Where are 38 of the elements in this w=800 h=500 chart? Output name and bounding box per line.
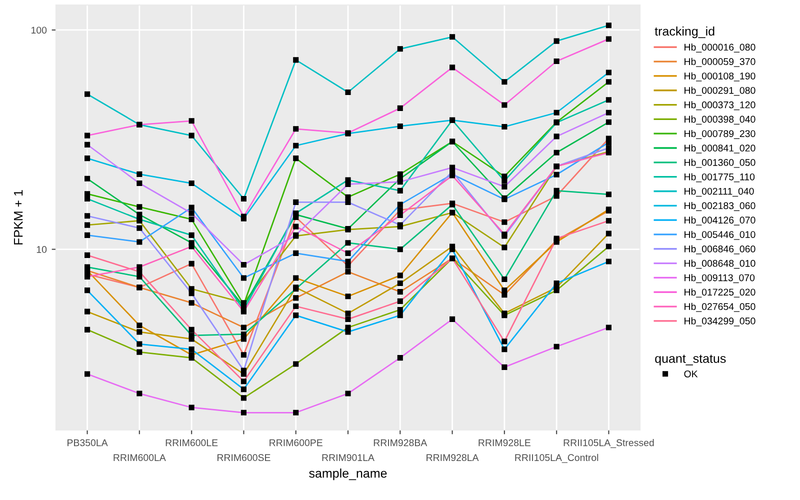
text: OK [684, 370, 698, 378]
legend-label: Hb_005446_010 [684, 230, 756, 240]
legend-label: Hb_017225_020 [684, 288, 756, 298]
x-tick-label: RRIM928LE [478, 439, 530, 446]
legend-label: Hb_000373_120 [684, 101, 756, 110]
legend-label: Hb_001775_110 [684, 173, 755, 182]
text: quant_status [655, 354, 726, 366]
x-tick-label: RRIM600LE [166, 439, 218, 446]
legend-label: Hb_000291_080 [684, 86, 756, 96]
x-tick-label: RRIM600SE [217, 454, 270, 462]
x-tick-label: RRII105LA_Stressed [564, 439, 654, 448]
legend-label: Hb_008648_010 [684, 260, 756, 269]
x-axis-title: sample_name [309, 468, 387, 480]
x-tick-label: RRIM600PE [270, 439, 322, 446]
x-tick-label: RRIM600LA [114, 454, 166, 462]
legend-label: Hb_001360_050 [684, 158, 756, 168]
legend-label: Hb_006846_060 [684, 245, 756, 254]
legend-label: Hb_000059_370 [684, 58, 756, 67]
x-tick-label: RRII105LA_Control [515, 454, 598, 463]
legend-label: Hb_000841_020 [684, 144, 756, 154]
x-tick-label: PB350LA [68, 439, 108, 446]
y-tick-label: 10 [36, 246, 47, 253]
legend-title: tracking_id [654, 26, 714, 38]
legend-label: Hb_027654_050 [684, 302, 756, 312]
y-tick-label: 100 [31, 26, 47, 34]
legend-label: Hb_000398_040 [684, 116, 756, 125]
legend-label: Hb_034299_050 [684, 317, 756, 326]
x-tick-label: RRIM928BA [374, 439, 428, 446]
legend-label: Hb_002111_040 [684, 188, 754, 197]
legend-label: Hb_004126_070 [684, 216, 756, 226]
y-axis-title: FPKM + 1 [14, 190, 23, 244]
legend-label: Hb_000016_080 [684, 44, 756, 52]
legend-label: Hb_002183_060 [684, 202, 756, 211]
legend-label: Hb_000789_230 [684, 130, 756, 139]
x-tick-label: RRIM928LA [426, 454, 479, 462]
x-tick-label: RRIM901LA [322, 454, 374, 462]
legend-label: Hb_009113_070 [684, 274, 755, 284]
legend-label: Hb_000108_190 [684, 72, 756, 82]
